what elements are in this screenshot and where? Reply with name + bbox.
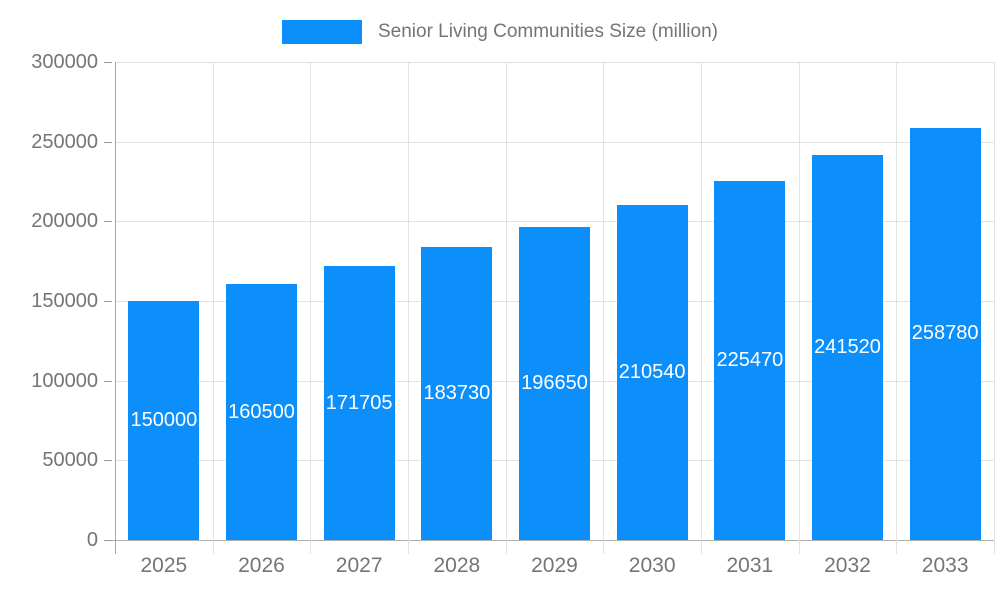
bar-2025[interactable]: 150000	[128, 301, 200, 540]
bar-2030[interactable]: 210540	[616, 204, 688, 540]
x-axis-label: 2027	[335, 554, 383, 577]
bar-2031[interactable]: 225470	[714, 180, 786, 540]
x-axis-line	[107, 540, 994, 541]
x-axis-label: 2032	[824, 554, 871, 577]
gridline-vertical	[994, 62, 995, 554]
x-axis-label: 2030	[628, 554, 676, 577]
bar-2027[interactable]: 171705	[323, 266, 395, 540]
gridline-vertical	[603, 62, 605, 554]
bar-value-label: 160500	[228, 400, 295, 423]
bar-value-label: 183730	[423, 382, 491, 405]
gridline-vertical	[798, 62, 800, 554]
legend-swatch[interactable]	[281, 20, 362, 44]
y-axis-tick	[104, 460, 112, 462]
y-axis-label: 100000	[31, 369, 98, 392]
gridline-horizontal	[115, 62, 994, 63]
bar-2028[interactable]: 183730	[421, 247, 493, 540]
x-axis-label: 2031	[726, 554, 774, 577]
y-axis-label: 150000	[31, 290, 98, 312]
bar-value-label: 210540	[618, 360, 686, 383]
bar-2026[interactable]: 160500	[226, 284, 297, 540]
x-axis-label: 2025	[140, 554, 188, 577]
bar-value-label: 225470	[716, 348, 784, 371]
y-axis-tick	[104, 380, 112, 382]
gridline-vertical	[212, 62, 214, 554]
bar-value-label: 171705	[325, 391, 393, 414]
bar-2029[interactable]: 196650	[519, 226, 590, 540]
y-axis-tick	[104, 540, 112, 541]
bar-value-label: 241520	[814, 336, 881, 359]
y-axis-label: 200000	[31, 210, 98, 233]
legend-label[interactable]: Senior Living Communities Size (million)	[377, 21, 718, 42]
x-axis-label: 2029	[531, 554, 578, 577]
y-axis-label: 300000	[31, 51, 98, 73]
x-axis-label: 2026	[238, 554, 285, 577]
gridline-vertical	[408, 62, 409, 554]
gridline-vertical	[896, 62, 898, 554]
gridline-vertical	[701, 62, 702, 554]
gridline-vertical	[505, 62, 507, 554]
bar-value-label: 196650	[521, 371, 588, 394]
y-axis-tick	[104, 221, 112, 223]
legend: Senior Living Communities Size (million)	[0, 20, 1000, 44]
x-axis-label: 2028	[433, 554, 481, 577]
y-axis-tick	[104, 301, 112, 302]
gridline-vertical	[310, 62, 312, 554]
y-axis-tick	[104, 62, 112, 63]
y-axis-tick	[104, 141, 112, 143]
plot-area: 150000 160500 171705 183730 196650 210540 2254…	[115, 62, 995, 554]
bar-2032[interactable]: 241520	[812, 155, 883, 540]
y-axis-label: 0	[86, 529, 98, 551]
y-axis-label: 250000	[31, 130, 98, 153]
gridline-horizontal	[115, 141, 994, 143]
y-axis-line	[115, 62, 116, 554]
bar-value-label: 150000	[130, 409, 198, 431]
y-axis-label: 50000	[42, 449, 98, 472]
bar-2033[interactable]: 258780	[909, 127, 981, 540]
gridline-horizontal	[115, 221, 994, 223]
bar-value-label: 258780	[911, 322, 979, 345]
x-axis-label: 2033	[921, 554, 969, 577]
